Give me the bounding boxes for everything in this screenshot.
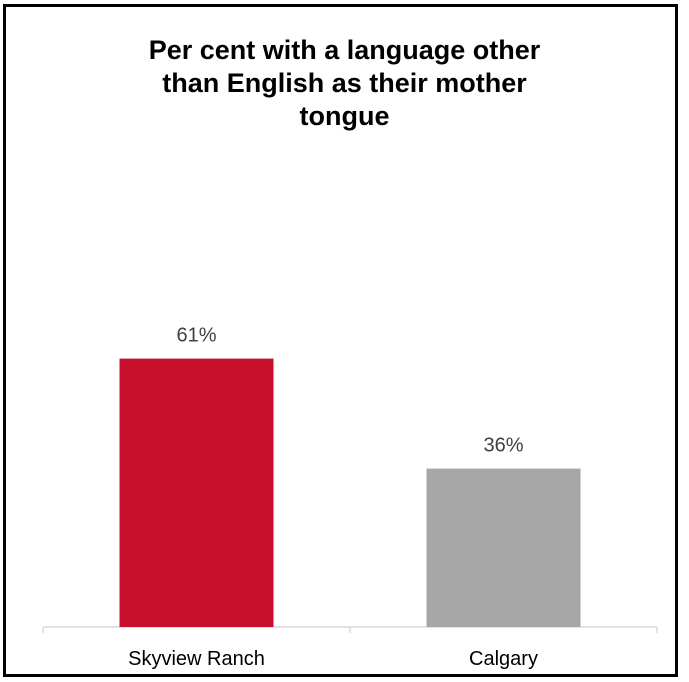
chart-title-line-3: tongue [299,101,390,131]
bar-skyview-ranch [119,358,274,627]
chart-title: Per cent with a language other than Engl… [0,34,689,133]
x-tick-label: Skyview Ranch [128,648,265,670]
x-tick-label: Calgary [469,648,538,670]
bar-calgary [426,468,581,627]
data-label: 61% [176,325,216,347]
chart-title-line-2: than English as their mother [162,68,527,98]
data-label: 36% [483,435,523,457]
chart-title-line-1: Per cent with a language other [148,35,541,65]
